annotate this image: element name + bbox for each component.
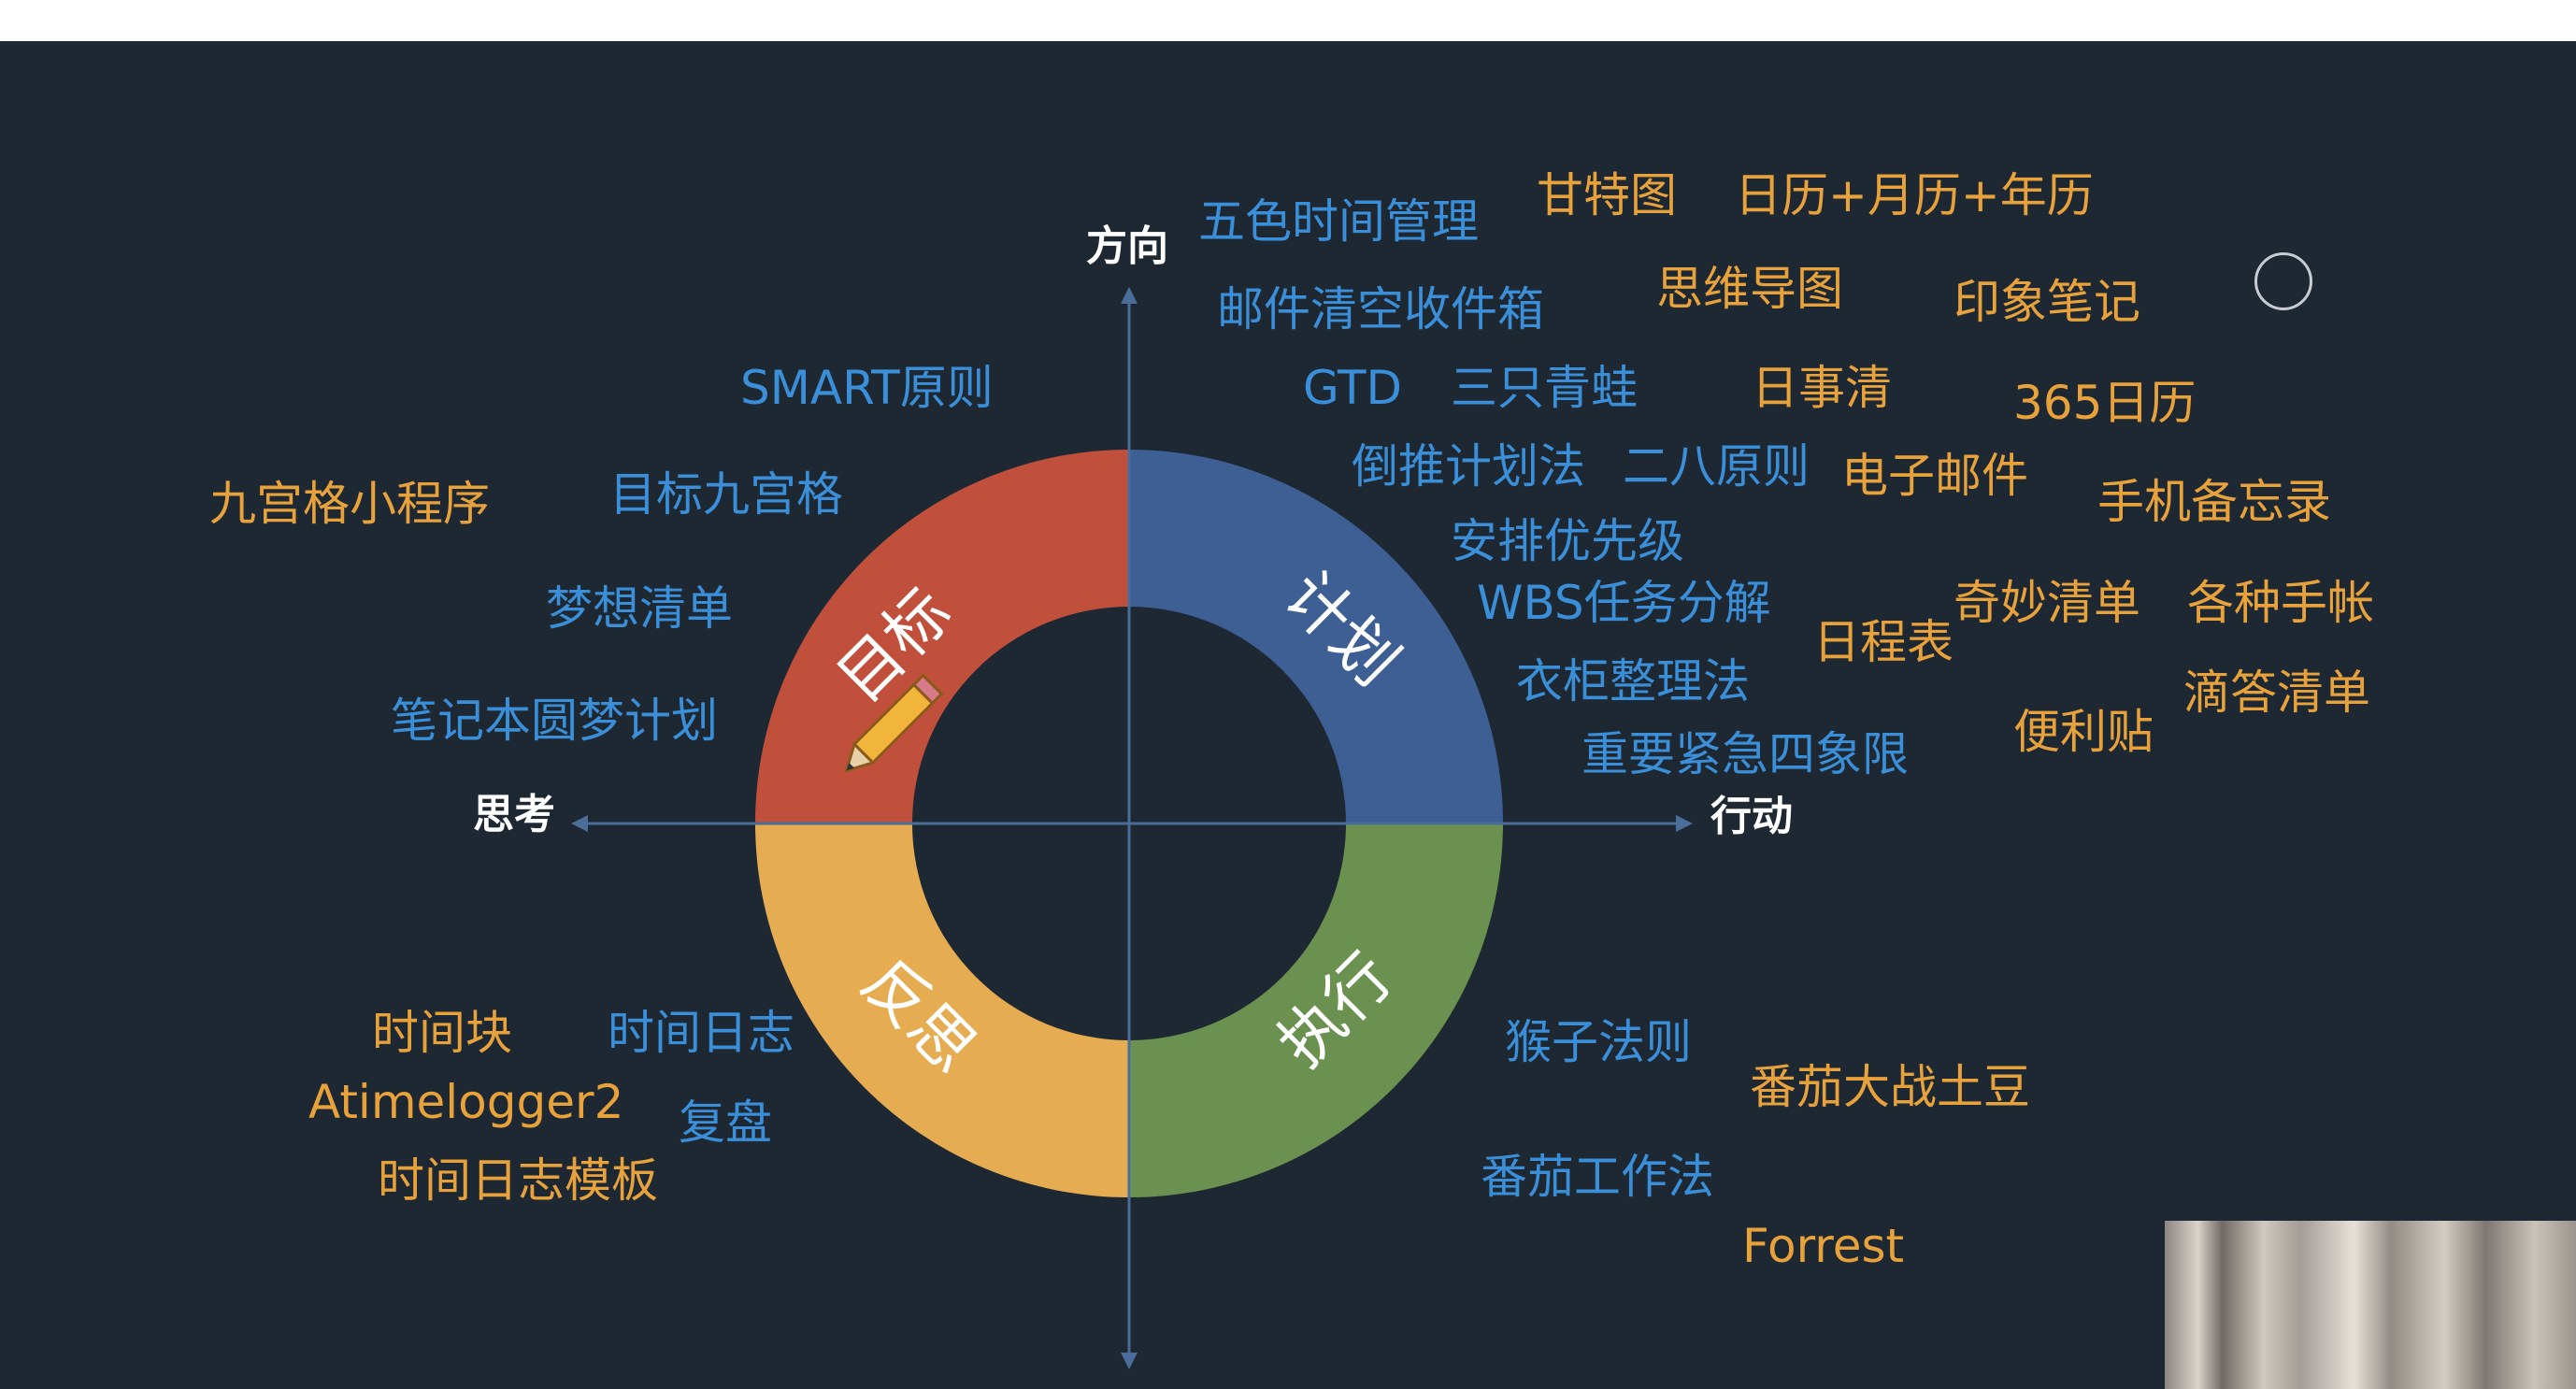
method-label: WBS任务分解	[1477, 576, 1771, 630]
pencil-icon	[844, 673, 944, 773]
tool-label: 甘特图	[1537, 168, 1677, 222]
method-label: GTD	[1303, 361, 1403, 415]
tool-label: 365日历	[2013, 376, 2197, 430]
webcam-overlay	[2165, 1221, 2576, 1389]
method-label: 时间日志	[608, 1006, 794, 1060]
segment-execute	[1129, 823, 1503, 1197]
method-label: 目标九宫格	[609, 467, 843, 522]
method-label: 五色时间管理	[1198, 194, 1479, 249]
tool-label: 电子邮件	[1841, 449, 2028, 503]
tool-label: 日历+月历+年历	[1735, 168, 2094, 222]
tool-label: 思维导图	[1656, 262, 1843, 316]
slide: 目标 计划 执行 反思 方向 思考 行动 五色时间管理 邮件清空收件箱 SMAR…	[0, 41, 2576, 1389]
ring-diagram: 目标 计划 执行 反思	[571, 287, 1693, 1369]
tool-label: 各种手帐	[2187, 576, 2374, 630]
tool-label: 时间块	[372, 1006, 512, 1060]
tool-label: 奇妙清单	[1953, 576, 2140, 630]
tool-label: 九宫格小程序	[209, 477, 490, 531]
method-label: 猴子法则	[1505, 1015, 1692, 1069]
method-label: SMART原则	[740, 361, 994, 415]
tool-label: 印象笔记	[1953, 275, 2140, 329]
tool-label: 日事清	[1752, 361, 1892, 415]
method-label: 倒推计划法	[1352, 439, 1585, 494]
segment-reflect	[755, 823, 1129, 1197]
tool-label: 便利贴	[2013, 705, 2154, 759]
method-label: 番茄工作法	[1481, 1150, 1714, 1204]
axis-label-left: 思考	[473, 791, 555, 838]
tool-label: 手机备忘录	[2097, 475, 2331, 529]
method-label: 邮件清空收件箱	[1217, 282, 1544, 337]
axis-label-top: 方向	[1086, 222, 1168, 270]
tool-label: 时间日志模板	[378, 1153, 658, 1208]
method-label: 梦想清单	[546, 581, 733, 636]
segment-goal	[755, 450, 1129, 823]
tool-label: Atimelogger2	[308, 1075, 624, 1129]
circle-icon	[2254, 252, 2312, 310]
tool-label: 番茄大战土豆	[1750, 1060, 2030, 1114]
method-label: 二八原则	[1623, 439, 1810, 494]
tool-label: 日程表	[1813, 615, 1953, 669]
axis-label-right: 行动	[1710, 793, 1793, 840]
method-label: 笔记本圆梦计划	[391, 694, 718, 748]
method-label: 安排优先级	[1451, 514, 1684, 568]
tool-label: 滴答清单	[2183, 666, 2370, 720]
segment-plan	[1129, 450, 1503, 823]
method-label: 衣柜整理法	[1516, 654, 1750, 709]
method-label: 三只青蛙	[1451, 361, 1638, 415]
method-label: 重要紧急四象限	[1581, 727, 1909, 781]
method-label: 复盘	[679, 1095, 772, 1150]
tool-label: Forrest	[1742, 1219, 1905, 1273]
